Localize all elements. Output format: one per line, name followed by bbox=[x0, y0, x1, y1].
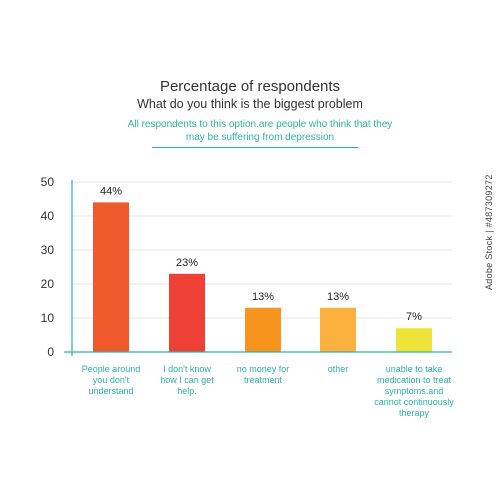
chart-note: All respondents to this option.are peopl… bbox=[127, 119, 393, 143]
bar bbox=[245, 307, 281, 352]
x-category-label: I don't know how I can get help. bbox=[160, 364, 214, 396]
data-label: 13% bbox=[327, 291, 349, 303]
data-label: 7% bbox=[406, 311, 422, 323]
y-tick-label: 30 bbox=[41, 243, 55, 257]
x-category-label: other bbox=[327, 364, 349, 374]
y-tick-label: 40 bbox=[41, 209, 55, 223]
data-label: 23% bbox=[176, 257, 198, 269]
chart-title: Percentage of respondents bbox=[159, 78, 341, 95]
bar bbox=[396, 328, 432, 352]
watermark: Adobe Stock | #487309272 bbox=[484, 174, 494, 290]
bars bbox=[93, 202, 432, 352]
note-underline bbox=[152, 147, 358, 148]
data-label: 44% bbox=[100, 185, 122, 197]
x-category-label: unable to take medication to treat sympt… bbox=[374, 364, 454, 418]
y-tick-label: 10 bbox=[41, 311, 55, 325]
bar bbox=[169, 273, 205, 352]
x-category-label: no money for treatment bbox=[236, 364, 290, 385]
gridlines bbox=[72, 181, 452, 319]
bar bbox=[320, 307, 356, 352]
y-tick-label: 20 bbox=[41, 277, 55, 291]
y-tick-label: 0 bbox=[47, 345, 54, 359]
bar bbox=[93, 202, 129, 352]
chart-subtitle: What do you think is the biggest problem bbox=[137, 97, 363, 111]
data-labels: 44% 23% 13% 13% 7% bbox=[100, 185, 422, 323]
y-tick-label: 50 bbox=[41, 175, 55, 189]
x-category-label: People around you don't understand bbox=[81, 364, 141, 396]
y-tick-labels: 0 10 20 30 40 50 bbox=[41, 175, 55, 359]
data-label: 13% bbox=[252, 291, 274, 303]
